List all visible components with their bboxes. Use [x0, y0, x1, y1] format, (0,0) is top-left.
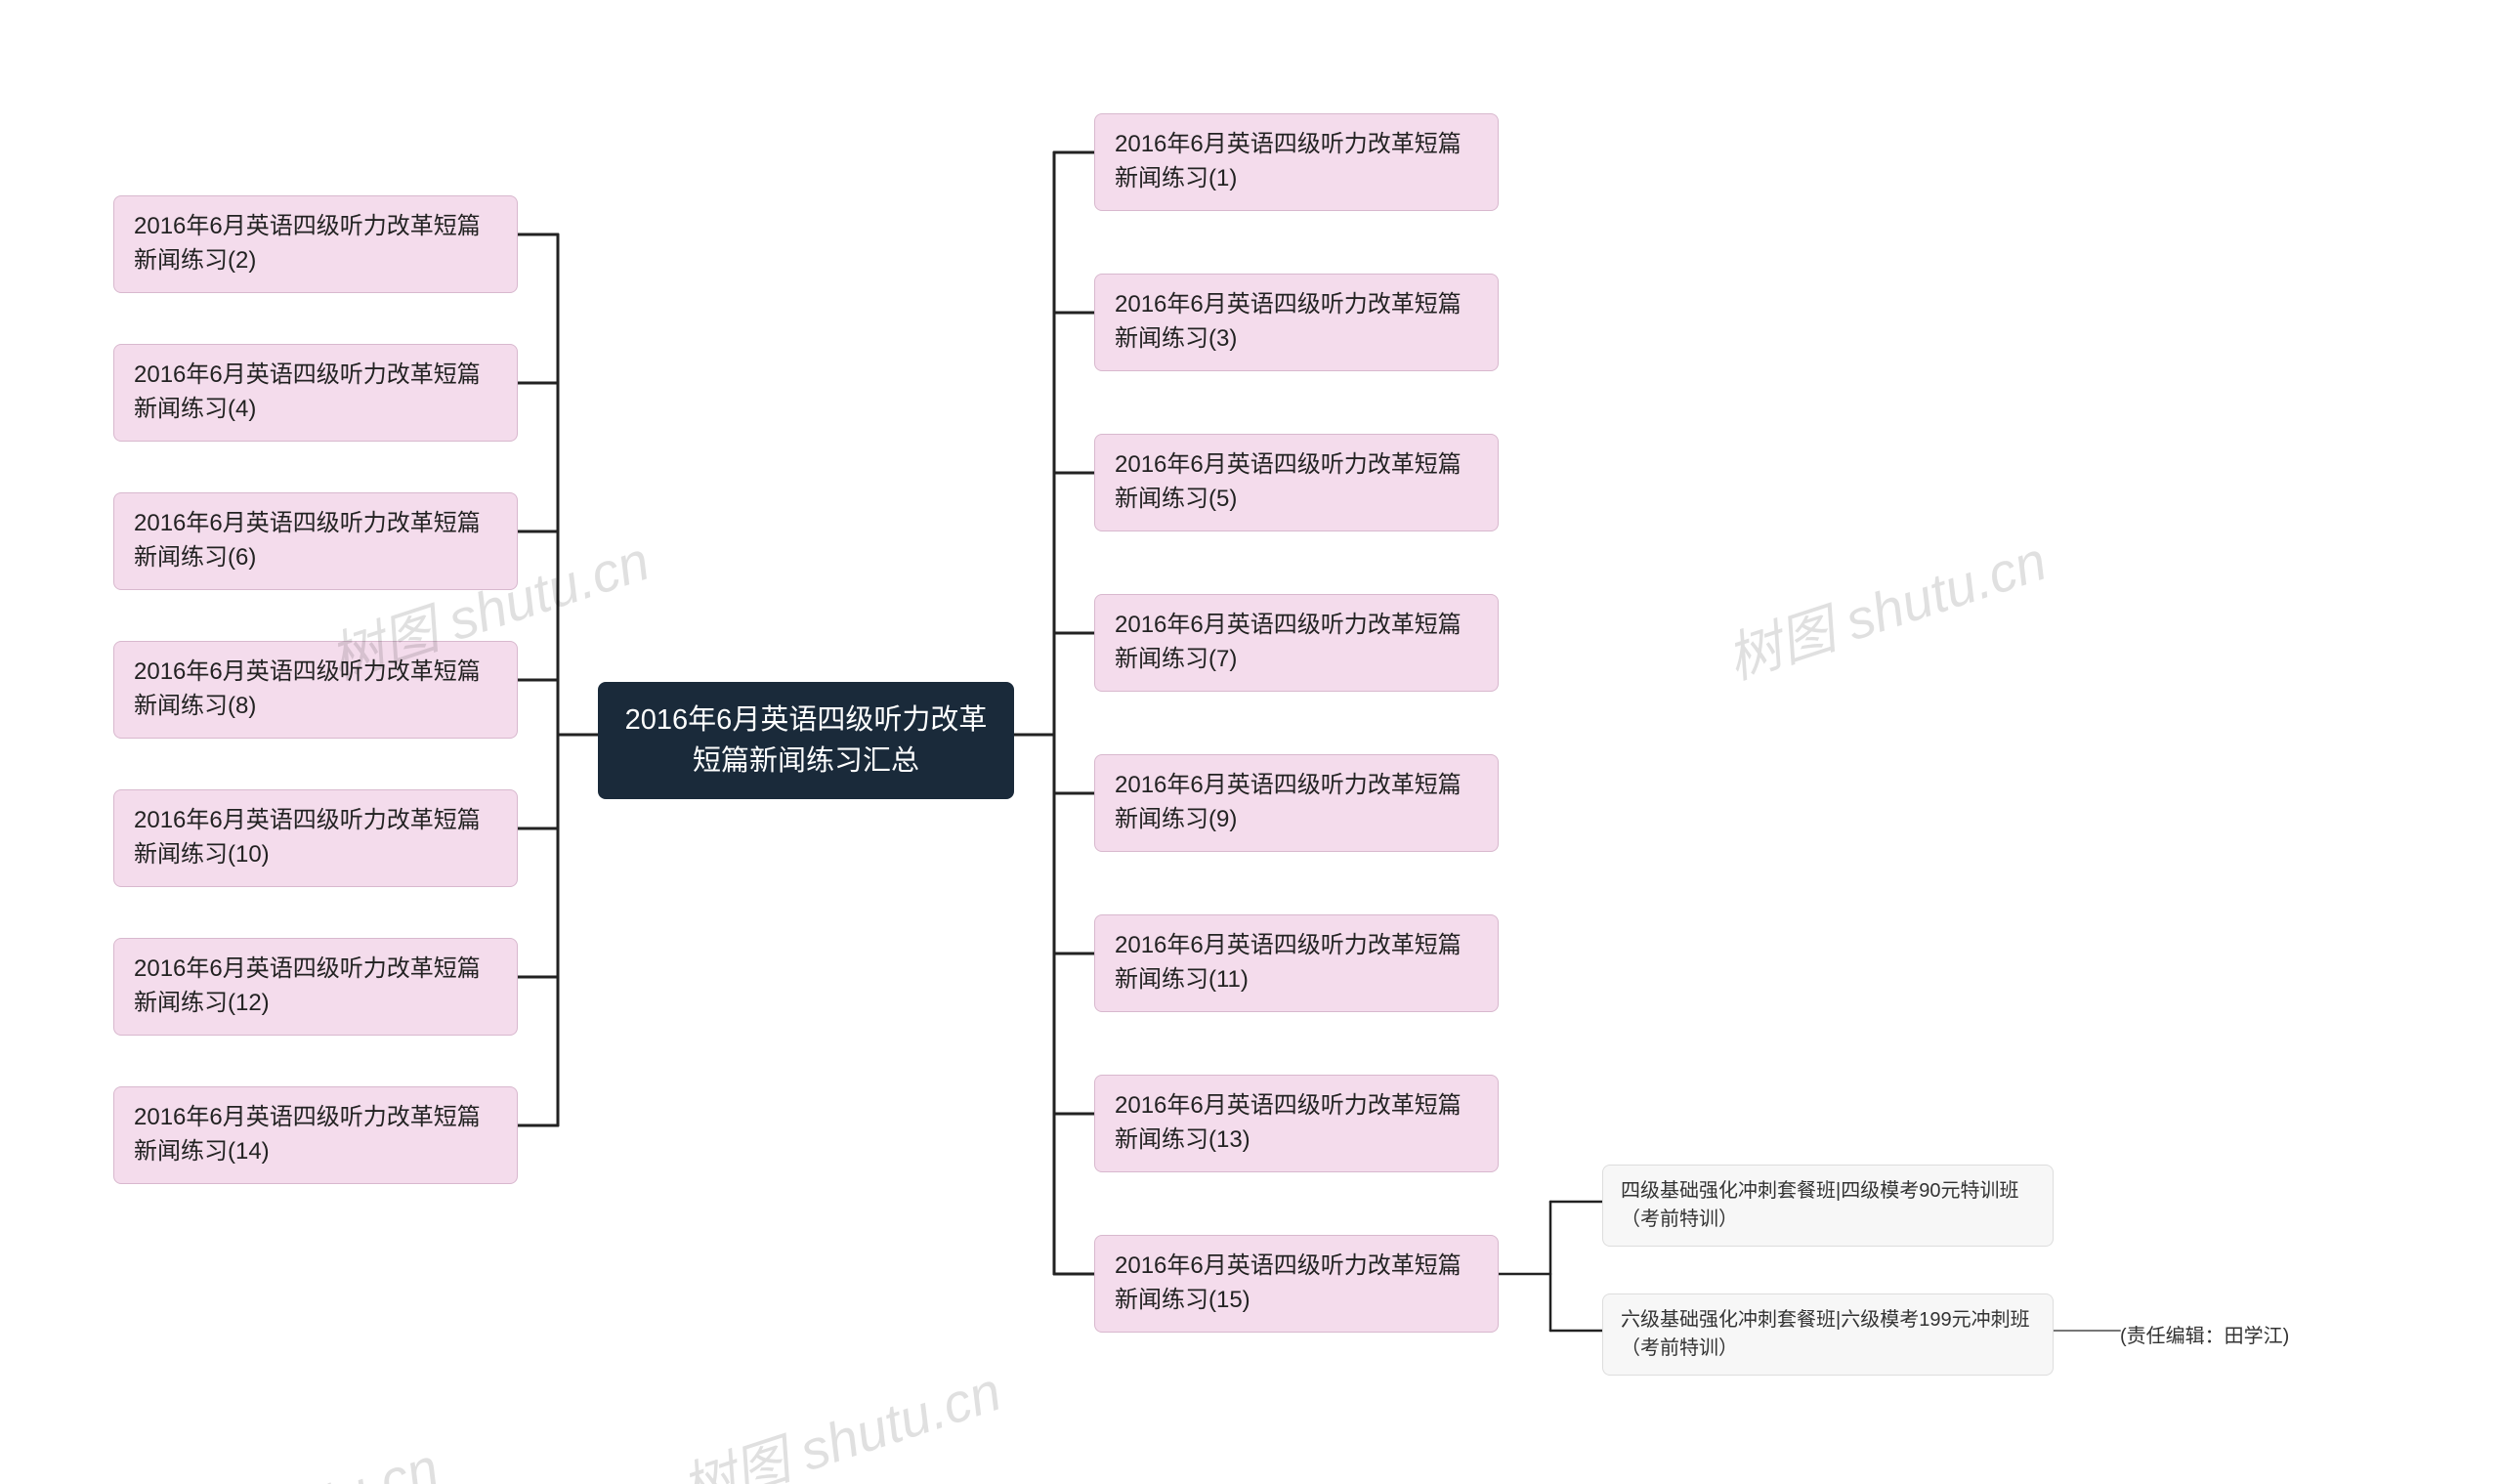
node-label: 2016年6月英语四级听力改革短篇新闻练习(2)	[134, 210, 497, 278]
node-label: 2016年6月英语四级听力改革短篇新闻练习(9)	[1115, 769, 1478, 837]
root-label: 2016年6月英语四级听力改革短篇新闻练习汇总	[623, 700, 989, 782]
node-label: 2016年6月英语四级听力改革短篇新闻练习(8)	[134, 656, 497, 724]
sub-node-cet4-package[interactable]: 四级基础强化冲刺套餐班|四级模考90元特训班（考前特训）	[1602, 1165, 2054, 1247]
node-label: 2016年6月英语四级听力改革短篇新闻练习(6)	[134, 507, 497, 575]
left-node-8[interactable]: 2016年6月英语四级听力改革短篇新闻练习(8)	[113, 641, 518, 739]
left-node-10[interactable]: 2016年6月英语四级听力改革短篇新闻练习(10)	[113, 789, 518, 887]
node-label: 2016年6月英语四级听力改革短篇新闻练习(4)	[134, 359, 497, 427]
left-node-2[interactable]: 2016年6月英语四级听力改革短篇新闻练习(2)	[113, 195, 518, 293]
right-node-5[interactable]: 2016年6月英语四级听力改革短篇新闻练习(5)	[1094, 434, 1499, 531]
right-node-15[interactable]: 2016年6月英语四级听力改革短篇新闻练习(15)	[1094, 1235, 1499, 1333]
node-label: 2016年6月英语四级听力改革短篇新闻练习(5)	[1115, 448, 1478, 517]
left-node-6[interactable]: 2016年6月英语四级听力改革短篇新闻练习(6)	[113, 492, 518, 590]
sub-node-cet6-package[interactable]: 六级基础强化冲刺套餐班|六级模考199元冲刺班（考前特训）	[1602, 1293, 2054, 1376]
node-label: 六级基础强化冲刺套餐班|六级模考199元冲刺班（考前特训）	[1621, 1306, 2035, 1363]
node-label: 2016年6月英语四级听力改革短篇新闻练习(14)	[134, 1101, 497, 1169]
watermark: shutu.cn	[230, 1435, 445, 1484]
node-label: 2016年6月英语四级听力改革短篇新闻练习(3)	[1115, 288, 1478, 357]
right-node-9[interactable]: 2016年6月英语四级听力改革短篇新闻练习(9)	[1094, 754, 1499, 852]
left-node-4[interactable]: 2016年6月英语四级听力改革短篇新闻练习(4)	[113, 344, 518, 442]
right-node-11[interactable]: 2016年6月英语四级听力改革短篇新闻练习(11)	[1094, 914, 1499, 1012]
node-label: 2016年6月英语四级听力改革短篇新闻练习(11)	[1115, 929, 1478, 997]
node-label: 2016年6月英语四级听力改革短篇新闻练习(1)	[1115, 128, 1478, 196]
mindmap-root[interactable]: 2016年6月英语四级听力改革短篇新闻练习汇总	[598, 682, 1014, 799]
node-label: 2016年6月英语四级听力改革短篇新闻练习(7)	[1115, 609, 1478, 677]
watermark: 树图 shutu.cn	[670, 1348, 1010, 1484]
node-label: 2016年6月英语四级听力改革短篇新闻练习(10)	[134, 804, 497, 872]
node-label: 四级基础强化冲刺套餐班|四级模考90元特训班（考前特训）	[1621, 1177, 2035, 1234]
left-node-14[interactable]: 2016年6月英语四级听力改革短篇新闻练习(14)	[113, 1086, 518, 1184]
node-label: 2016年6月英语四级听力改革短篇新闻练习(13)	[1115, 1089, 1478, 1158]
node-label: 2016年6月英语四级听力改革短篇新闻练习(12)	[134, 953, 497, 1021]
right-node-3[interactable]: 2016年6月英语四级听力改革短篇新闻练习(3)	[1094, 274, 1499, 371]
leaf-editor-credit: (责任编辑：田学江)	[2120, 1317, 2374, 1357]
leaf-label: (责任编辑：田学江)	[2120, 1323, 2289, 1351]
watermark: 树图 shutu.cn	[1716, 518, 2056, 696]
right-node-13[interactable]: 2016年6月英语四级听力改革短篇新闻练习(13)	[1094, 1075, 1499, 1172]
right-node-1[interactable]: 2016年6月英语四级听力改革短篇新闻练习(1)	[1094, 113, 1499, 211]
node-label: 2016年6月英语四级听力改革短篇新闻练习(15)	[1115, 1250, 1478, 1318]
right-node-7[interactable]: 2016年6月英语四级听力改革短篇新闻练习(7)	[1094, 594, 1499, 692]
left-node-12[interactable]: 2016年6月英语四级听力改革短篇新闻练习(12)	[113, 938, 518, 1036]
